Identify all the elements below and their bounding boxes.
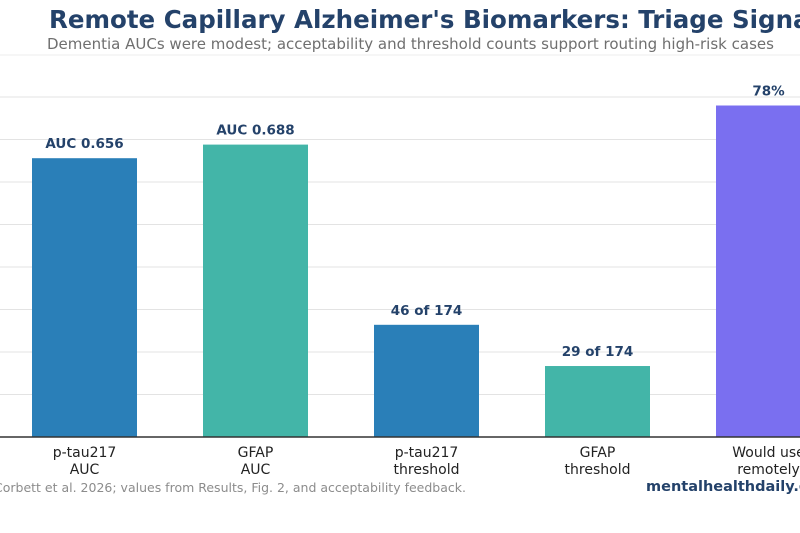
data-label-2: 46 of 174 [391,303,463,319]
bar-4 [716,105,800,437]
data-label-4: 78% [752,84,785,100]
x-tick-label-3: GFAP threshold [565,445,631,478]
x-tick-label-1: GFAP AUC [238,445,274,478]
x-tick-labels: p-tau217 AUC GFAP AUC p-tau217 threshold GFAP t… [53,445,800,478]
chart-title: Remote Capillary Alzheimer's Biomarkers:… [49,5,800,34]
bar-0 [32,158,137,437]
bar-3 [545,366,650,437]
chart-subtitle: Dementia AUCs were modest; acceptability… [47,35,774,53]
bars [32,105,800,437]
x-tick-label-0: p-tau217 AUC [53,445,117,478]
data-label-3: 29 of 174 [562,344,634,360]
x-tick-label-2: p-tau217 threshold [394,445,460,478]
data-labels: AUC 0.656 AUC 0.688 46 of 174 29 of 174 78% [45,84,785,361]
x-tick-label-4: Would use remotely [732,445,800,478]
data-label-0: AUC 0.656 [45,136,123,152]
brand-label[interactable]: mentalhealthdaily.com [646,479,800,495]
source-note: Corbett et al. 2026; values from Results… [0,480,466,495]
bar-2 [374,324,479,437]
data-label-1: AUC 0.688 [216,123,294,139]
bar-1 [203,144,308,437]
